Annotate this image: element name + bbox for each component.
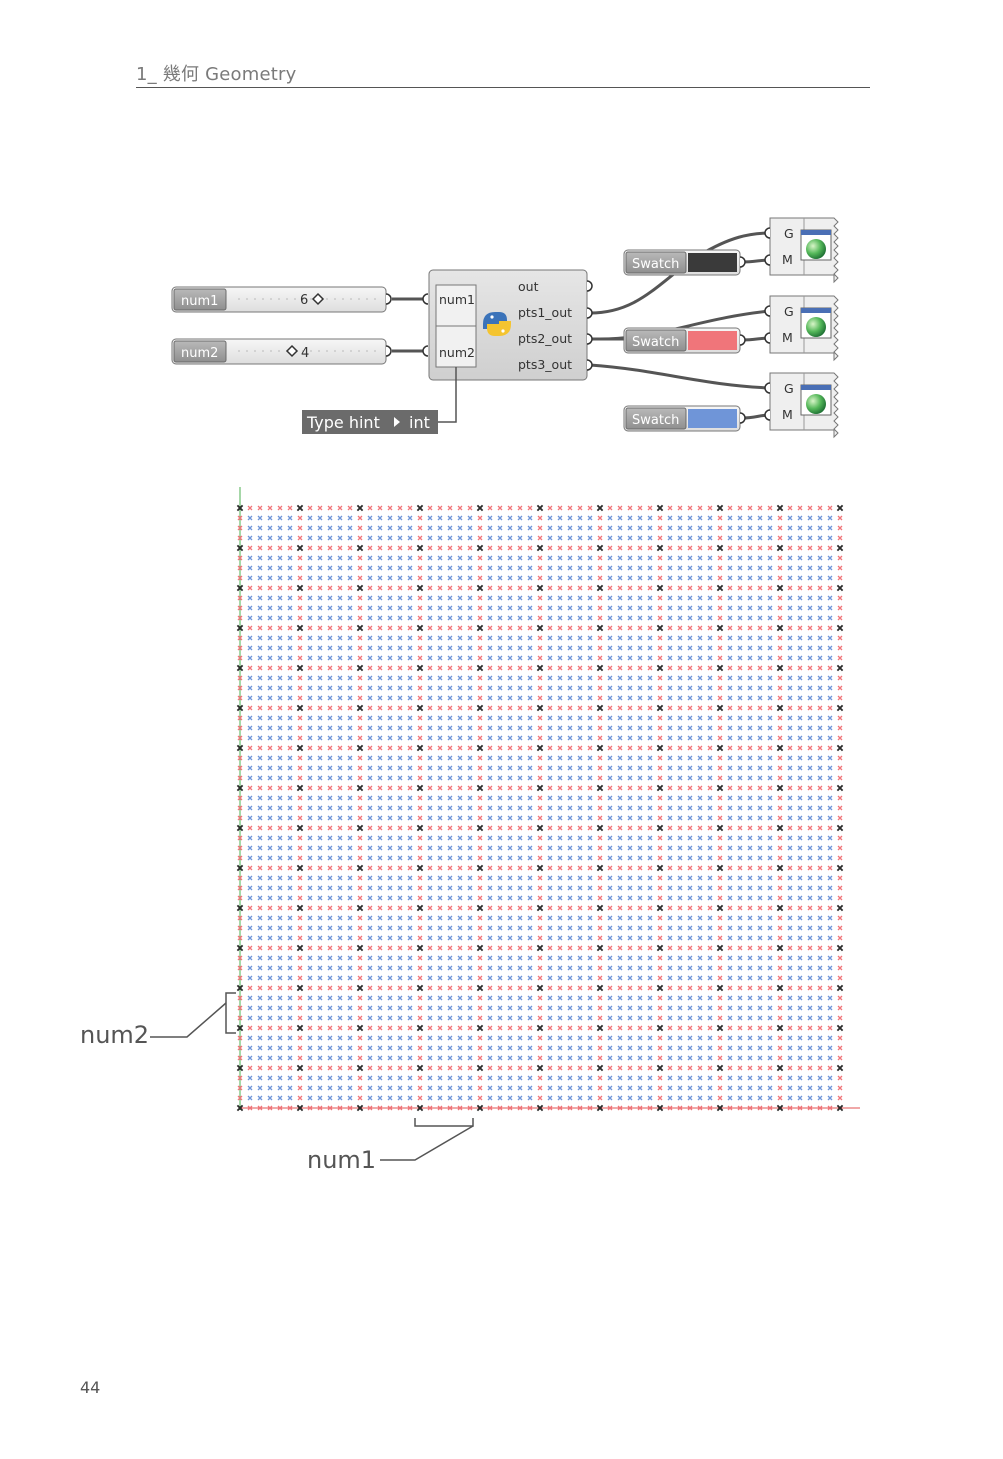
slider-num1[interactable]: num1 6 bbox=[171, 286, 392, 313]
swatch-black-label: Swatch bbox=[632, 257, 679, 272]
swatch-blue-color bbox=[688, 409, 737, 428]
python-logo-icon bbox=[483, 312, 511, 336]
slider-num2[interactable]: num2 4 bbox=[171, 338, 392, 365]
preview-component-1[interactable]: G M bbox=[764, 217, 839, 284]
preview-1-m: M bbox=[782, 252, 793, 267]
swatch-blue-label: Swatch bbox=[632, 413, 679, 428]
slider-num2-name: num2 bbox=[181, 346, 218, 361]
page-number: 44 bbox=[80, 1378, 101, 1397]
python-component[interactable]: num1 num2 out pts1_out pts2_out pts3_out bbox=[422, 269, 593, 381]
type-hint-value: int bbox=[409, 413, 430, 432]
preview-3-g: G bbox=[784, 381, 794, 396]
slider-num1-value: 6 bbox=[300, 293, 308, 308]
preview-2-g: G bbox=[784, 304, 794, 319]
swatch-red[interactable]: Swatch bbox=[623, 327, 746, 354]
num2-callout: num2 bbox=[80, 1021, 150, 1049]
num2-bracket bbox=[150, 992, 236, 1038]
type-hint-label: Type hint bbox=[306, 413, 380, 432]
point-grid-viewport bbox=[150, 487, 860, 1161]
preview-3-sphere-icon bbox=[806, 394, 826, 414]
grasshopper-definition: num1 6 num2 4 num1 num2 out pts1_out pts… bbox=[171, 217, 839, 439]
python-input-num2: num2 bbox=[439, 345, 475, 360]
python-output-out: out bbox=[518, 279, 539, 294]
chapter-title: 1_ 幾何 Geometry bbox=[136, 64, 297, 85]
preview-2-sphere-icon bbox=[806, 317, 826, 337]
preview-1-sphere-icon bbox=[806, 239, 826, 259]
swatch-black-color bbox=[688, 253, 737, 272]
num1-callout: num1 bbox=[307, 1146, 377, 1174]
python-output-pts1: pts1_out bbox=[518, 305, 572, 320]
python-input-num1: num1 bbox=[439, 292, 475, 307]
preview-component-2[interactable]: G M bbox=[764, 295, 839, 362]
grid-points bbox=[236, 504, 844, 1112]
slider-num2-value: 4 bbox=[301, 346, 309, 361]
swatch-red-color bbox=[688, 331, 737, 350]
preview-1-g: G bbox=[784, 226, 794, 241]
preview-3-m: M bbox=[782, 407, 793, 422]
preview-component-3[interactable]: G M bbox=[764, 372, 839, 439]
header-rule bbox=[136, 87, 870, 88]
num1-bracket bbox=[380, 1118, 474, 1161]
swatch-red-label: Swatch bbox=[632, 335, 679, 350]
slider-num1-name: num1 bbox=[181, 294, 218, 309]
swatch-blue[interactable]: Swatch bbox=[623, 405, 746, 432]
python-output-pts2: pts2_out bbox=[518, 331, 572, 346]
preview-2-m: M bbox=[782, 330, 793, 345]
type-hint-tag: Type hint int bbox=[302, 367, 457, 434]
python-output-pts3: pts3_out bbox=[518, 357, 572, 372]
swatch-black[interactable]: Swatch bbox=[623, 249, 746, 276]
